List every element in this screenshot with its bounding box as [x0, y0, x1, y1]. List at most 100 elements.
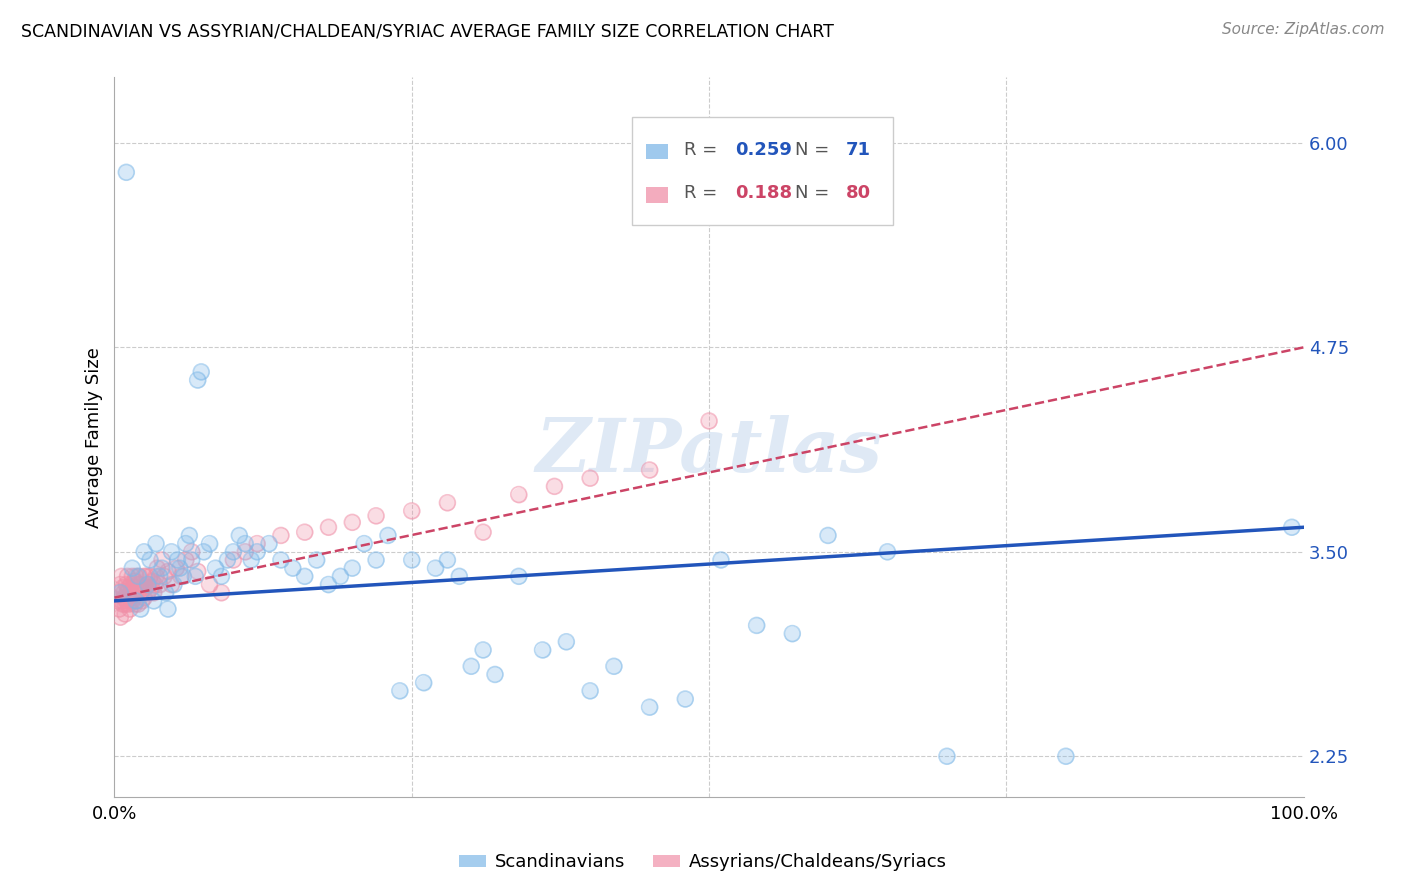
Point	[142, 585, 165, 599]
Point	[108, 602, 131, 616]
Point	[118, 597, 141, 611]
Point	[531, 643, 554, 657]
Point	[117, 569, 139, 583]
Point	[111, 581, 134, 595]
Point	[160, 577, 183, 591]
Text: ZIPatlas: ZIPatlas	[536, 416, 883, 488]
Point	[138, 577, 160, 591]
Point	[156, 565, 179, 579]
Point	[211, 569, 233, 583]
Point	[110, 577, 132, 591]
Point	[118, 597, 141, 611]
Point	[246, 536, 269, 550]
Point	[134, 545, 156, 559]
Point	[118, 602, 141, 616]
Point	[121, 561, 143, 575]
Point	[174, 536, 197, 550]
Point	[170, 569, 193, 583]
Point	[710, 553, 733, 567]
Point	[105, 594, 128, 608]
Point	[150, 553, 173, 567]
Point	[364, 553, 387, 567]
Point	[118, 591, 141, 605]
Point	[217, 553, 239, 567]
Legend: Scandinavians, Assyrians/Chaldeans/Syriacs: Scandinavians, Assyrians/Chaldeans/Syria…	[451, 847, 955, 879]
Point	[198, 536, 221, 550]
Point	[127, 577, 149, 591]
Point	[876, 545, 898, 559]
Point	[228, 528, 250, 542]
Point	[117, 585, 139, 599]
Point	[145, 536, 167, 550]
Point	[436, 553, 458, 567]
Point	[105, 594, 128, 608]
Point	[579, 471, 602, 485]
Point	[257, 536, 280, 550]
Point	[134, 581, 156, 595]
Point	[134, 581, 156, 595]
Point	[281, 561, 304, 575]
Point	[120, 577, 142, 591]
Point	[142, 585, 165, 599]
Point	[472, 525, 495, 540]
Point	[318, 577, 340, 591]
Bar	[645, 144, 668, 160]
Point	[211, 585, 233, 599]
Point	[121, 569, 143, 583]
Point	[401, 553, 423, 567]
Point	[294, 525, 316, 540]
Point	[108, 602, 131, 616]
Point	[1281, 520, 1303, 534]
Point	[150, 553, 173, 567]
Point	[124, 597, 146, 611]
Point	[377, 528, 399, 542]
Point	[531, 643, 554, 657]
Point	[112, 591, 135, 605]
Point	[145, 536, 167, 550]
Point	[107, 585, 129, 599]
Point	[125, 594, 148, 608]
Point	[134, 569, 156, 583]
Point	[187, 373, 209, 387]
Point	[115, 594, 138, 608]
Point	[180, 553, 202, 567]
Point	[222, 553, 245, 567]
Point	[233, 536, 256, 550]
Point	[141, 574, 163, 589]
Point	[472, 643, 495, 657]
Point	[121, 594, 143, 608]
Point	[110, 585, 132, 599]
Point	[401, 553, 423, 567]
Point	[198, 577, 221, 591]
Point	[160, 577, 183, 591]
Point	[134, 545, 156, 559]
Point	[318, 577, 340, 591]
Point	[169, 561, 191, 575]
Point	[129, 585, 152, 599]
Point	[233, 545, 256, 559]
Point	[114, 607, 136, 621]
Point	[342, 561, 364, 575]
Text: 71: 71	[846, 141, 870, 159]
Point	[115, 594, 138, 608]
Point	[638, 700, 661, 714]
Point	[193, 545, 215, 559]
Point	[318, 520, 340, 534]
Point	[149, 577, 172, 591]
Point	[112, 585, 135, 599]
Point	[353, 536, 375, 550]
Point	[120, 585, 142, 599]
Point	[508, 569, 530, 583]
Point	[139, 569, 162, 583]
Point	[111, 597, 134, 611]
Point	[187, 373, 209, 387]
Point	[129, 585, 152, 599]
Point	[353, 536, 375, 550]
Point	[579, 683, 602, 698]
Point	[115, 577, 138, 591]
Point	[246, 545, 269, 559]
Point	[131, 594, 153, 608]
Point	[127, 569, 149, 583]
Point	[136, 585, 159, 599]
Point	[294, 569, 316, 583]
